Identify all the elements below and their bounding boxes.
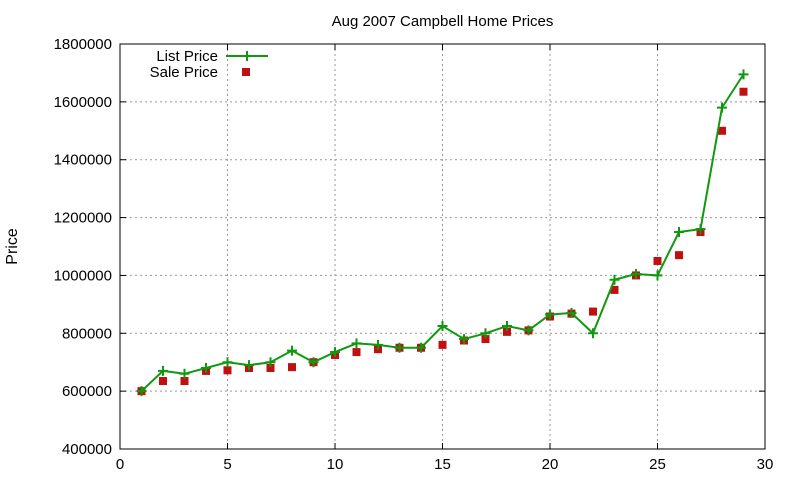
x-tick-label: 15: [434, 456, 451, 473]
list-price-point: [609, 274, 620, 285]
sale-price-point: [610, 285, 619, 294]
list-price-point: [158, 365, 168, 376]
list-price-point: [545, 309, 555, 320]
list-price-point: [631, 268, 641, 279]
legend-swatch-sale-price: [242, 68, 250, 76]
sale-price-point: [180, 377, 189, 386]
y-tick-label: 1800000: [54, 36, 112, 53]
list-price-point: [738, 69, 749, 80]
list-price-point: [179, 368, 190, 379]
y-tick-label: 1600000: [54, 94, 112, 111]
sale-price-point: [481, 335, 490, 344]
sale-price-point: [352, 348, 361, 357]
x-tick-label: 5: [223, 456, 231, 473]
list-price-point: [674, 227, 684, 238]
sale-price-point: [739, 87, 748, 96]
sale-price-point: [675, 251, 683, 260]
legend-square-marker: [242, 68, 250, 76]
list-price-point: [222, 357, 233, 368]
list-price-point: [201, 363, 211, 373]
x-tick-label: 10: [327, 456, 344, 473]
sale-price-point: [503, 327, 511, 336]
sale-price-point: [653, 256, 662, 265]
grid-layer: [120, 44, 765, 449]
y-tick-label: 1400000: [54, 152, 112, 169]
list-price-point: [330, 347, 340, 358]
sale-price-point: [438, 340, 447, 349]
x-tick-label: 30: [757, 456, 774, 473]
sale-price-point: [589, 307, 597, 316]
legend-swatch-list-price: [226, 51, 268, 61]
legend: List Price Sale Price: [150, 48, 268, 81]
sale-price-point: [159, 377, 167, 386]
x-tick-label: 0: [116, 456, 124, 473]
list-price-point: [244, 360, 254, 371]
list-price-point: [523, 325, 534, 336]
chart-title: Aug 2007 Campbell Home Prices: [332, 13, 554, 30]
list-price-point: [136, 386, 147, 397]
y-tick-label: 400000: [62, 441, 112, 458]
y-axis-label: Price: [4, 228, 21, 265]
x-tick-label: 25: [649, 456, 666, 473]
y-tick-label: 1000000: [54, 267, 112, 284]
tick-layer: 0 5 10 15 20 25 30 400000 600000 800000 1000000 120…: [54, 36, 774, 473]
list-price-point: [265, 357, 276, 368]
list-price-point: [566, 308, 577, 319]
list-price-point: [416, 342, 426, 353]
legend-label-list-price: List Price: [156, 48, 218, 65]
sale-price-point: [718, 126, 726, 135]
list-price-point: [287, 345, 297, 356]
y-tick-label: 1200000: [54, 210, 112, 227]
sale-price-point: [223, 366, 232, 375]
list-price-point: [502, 321, 512, 332]
x-tick-label: 20: [542, 456, 559, 473]
list-price-point: [437, 321, 448, 332]
series-layer: [136, 69, 749, 397]
list-price-point: [652, 270, 663, 281]
list-price-point: [373, 339, 383, 350]
list-price-point: [588, 328, 598, 339]
y-tick-label: 600000: [62, 383, 112, 400]
y-tick-label: 800000: [62, 325, 112, 342]
sale-price-point: [288, 363, 296, 372]
list-price-point: [308, 357, 319, 368]
legend-label-sale-price: Sale Price: [150, 64, 218, 81]
list-price-point: [480, 328, 491, 339]
legend-plus-marker: [242, 51, 252, 61]
list-price-point: [717, 102, 727, 113]
list-price-point: [695, 224, 706, 235]
list-price-point: [459, 334, 469, 345]
list-price-point: [351, 338, 362, 349]
list-price-point: [394, 342, 405, 353]
sale-price-point: [266, 364, 275, 372]
